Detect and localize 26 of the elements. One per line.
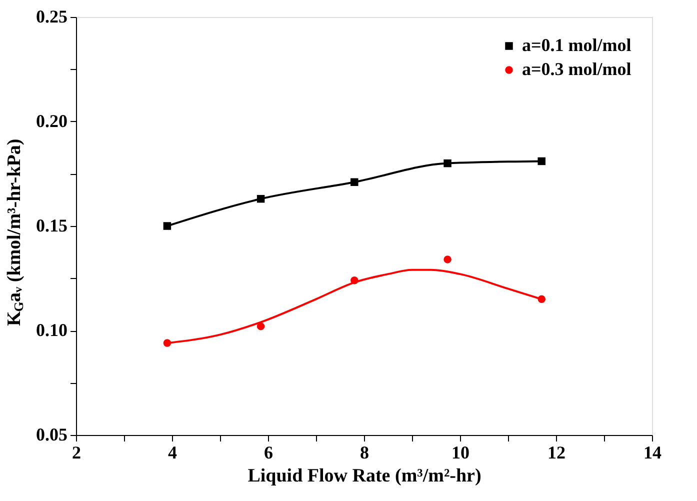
legend-label: a=0.1 mol/mol (522, 35, 632, 55)
x-axis-title: Liquid Flow Rate (m³/m²-hr) (248, 466, 482, 486)
x-tick-label: 2 (72, 442, 81, 462)
point (444, 256, 452, 264)
x-tick-label: 14 (644, 442, 662, 462)
x-tick-label: 10 (452, 442, 470, 462)
x-tick-label: 8 (360, 442, 369, 462)
point (350, 276, 358, 284)
x-tick-label: 12 (548, 442, 566, 462)
legend-label: a=0.3 mol/mol (522, 59, 632, 79)
y-tick-label: 0.10 (36, 320, 68, 340)
y-axis-title: KGaᵥ (kmol/m³-hr-kPa) (4, 138, 26, 326)
x-tick-label: 6 (264, 442, 273, 462)
y-tick-label: 0.05 (36, 424, 68, 444)
point (163, 339, 172, 347)
y-tick-label: 0.15 (36, 216, 68, 236)
point (538, 157, 546, 166)
y-tick-label: 0.20 (36, 111, 68, 131)
point (163, 222, 172, 230)
x-tick-label: 4 (168, 442, 177, 462)
point (350, 178, 358, 186)
point (444, 159, 452, 168)
point (256, 194, 265, 203)
point (256, 322, 265, 330)
point (538, 295, 546, 304)
y-tick-label: 0.25 (36, 6, 68, 26)
